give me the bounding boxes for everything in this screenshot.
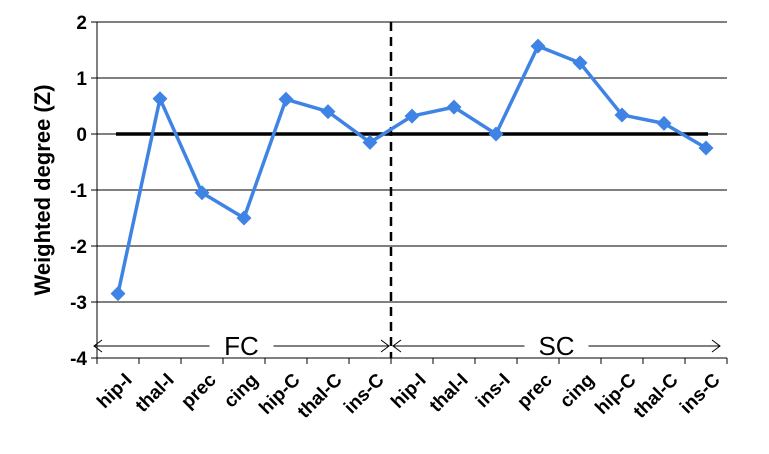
x-tick-label-5: thal-C xyxy=(294,370,347,423)
x-tick-label-10: prec xyxy=(513,369,557,413)
data-point-0-14 xyxy=(698,140,714,156)
x-tick-label-6: ins-C xyxy=(340,370,389,419)
data-point-0-4 xyxy=(278,91,294,107)
y-axis-title: Weighted degree (Z) xyxy=(30,84,55,295)
group-arrowhead-end-1 xyxy=(711,339,721,353)
y-tick-label-2: 0 xyxy=(76,125,87,146)
data-point-0-13 xyxy=(656,115,672,131)
data-point-0-12 xyxy=(614,107,630,123)
y-tick-label-1: 1 xyxy=(76,69,87,90)
y-tick-label-5: -3 xyxy=(70,293,87,314)
x-tick-label-13: thal-C xyxy=(630,370,683,423)
y-tick-label-3: -1 xyxy=(70,181,87,202)
data-point-0-8 xyxy=(446,99,462,115)
group-arrowhead-start-0 xyxy=(93,339,103,353)
data-point-0-5 xyxy=(320,104,336,120)
data-point-0-10 xyxy=(530,38,546,54)
data-point-0-7 xyxy=(404,108,420,124)
series-line-0 xyxy=(116,44,707,294)
data-point-0-11 xyxy=(572,55,588,71)
y-tick-label-0: 2 xyxy=(76,13,87,34)
x-tick-label-9: ins-I xyxy=(472,370,514,412)
x-tick-label-7: hip-I xyxy=(387,370,430,413)
data-point-0-0 xyxy=(110,286,126,302)
group-label-1: SC xyxy=(538,331,574,361)
x-tick-label-2: prec xyxy=(177,369,221,413)
x-tick-label-1: thal-I xyxy=(132,370,179,417)
group-label-0: FC xyxy=(224,331,259,361)
data-point-0-6 xyxy=(362,134,378,150)
data-point-0-2 xyxy=(194,185,210,201)
group-arrowhead-start-1 xyxy=(392,339,402,353)
data-point-0-3 xyxy=(236,210,252,226)
x-tick-label-8: thal-I xyxy=(426,370,473,417)
data-point-0-1 xyxy=(152,91,168,107)
y-tick-label-6: -4 xyxy=(70,349,87,370)
y-tick-label-4: -2 xyxy=(70,237,87,258)
data-point-0-9 xyxy=(488,126,504,142)
x-tick-label-0: hip-I xyxy=(93,370,136,413)
x-tick-label-14: ins-C xyxy=(676,370,725,419)
group-arrowhead-end-0 xyxy=(380,339,390,353)
